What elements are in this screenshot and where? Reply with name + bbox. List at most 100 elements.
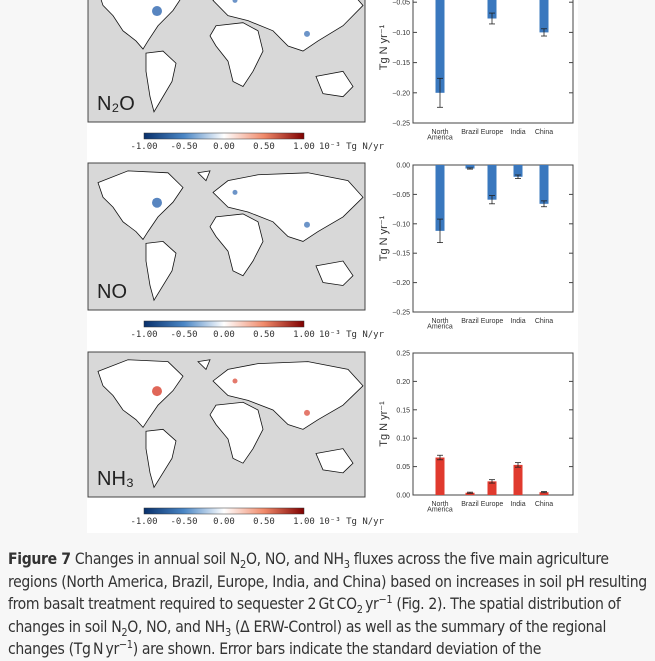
colorbar-tick: 0.50 xyxy=(253,517,275,527)
x-tick-label: America xyxy=(427,324,453,331)
panel-1: N₂O -1.00 -0.50 0.00 0.50 1.00 10⁻³ Tg N/yr0.0… xyxy=(87,0,574,152)
colorbar-tick: 0.00 xyxy=(213,142,235,152)
colorbar-unit: 10⁻³ Tg N/yr xyxy=(319,517,385,527)
flux-hotspot xyxy=(152,386,162,397)
y-tick-label: −0.05 xyxy=(392,0,410,7)
bar-europe xyxy=(487,481,497,495)
colorbar-unit: 10⁻³ Tg N/yr xyxy=(319,142,385,152)
y-tick-label: −0.25 xyxy=(392,310,410,317)
x-tick-label: India xyxy=(510,129,525,136)
bar-north-america xyxy=(435,0,445,93)
colorbar-tick: 1.00 xyxy=(293,517,315,527)
y-tick-label: −0.20 xyxy=(392,280,410,287)
colorbar-unit: 10⁻³ Tg N/yr xyxy=(319,330,385,340)
colorbar-tick: 0.00 xyxy=(213,517,235,527)
y-tick-label: 0.25 xyxy=(396,351,410,358)
x-tick-label: India xyxy=(510,318,525,325)
bar-chart: 0.00 −0.05 −0.10 −0.15 −0.20 −0.25 Tg N yr⁻¹ No… xyxy=(378,163,574,331)
x-tick-label: Europe xyxy=(481,501,504,508)
colorbar-tick: -0.50 xyxy=(170,330,197,340)
x-tick-label: India xyxy=(510,501,525,508)
x-tick-label: North xyxy=(431,318,448,325)
y-tick-label: −0.10 xyxy=(392,221,410,228)
bar-north-america xyxy=(435,165,445,231)
flux-hotspot xyxy=(152,6,162,17)
figure-label: Figure 7 xyxy=(8,550,71,568)
bar-brazil xyxy=(465,165,475,169)
bar-north-america xyxy=(435,457,445,495)
colorbar-tick: 1.00 xyxy=(293,142,315,152)
flux-hotspot xyxy=(304,409,310,416)
y-tick-label: 0.10 xyxy=(396,436,410,443)
y-tick-label: −0.25 xyxy=(392,121,410,128)
x-tick-label: Brazil xyxy=(461,129,479,136)
flux-hotspot xyxy=(152,197,162,208)
x-tick-label: Europe xyxy=(481,318,504,325)
flux-hotspot xyxy=(232,378,238,384)
bar-europe xyxy=(487,165,497,200)
panel-2: NO-1.00 -0.50 0.00 0.50 1.00 10⁻³ Tg N/yr0.00… xyxy=(87,162,574,340)
colorbar-tick: -0.50 xyxy=(170,517,197,527)
colorbar-tick: -1.00 xyxy=(130,517,157,527)
x-tick-label: America xyxy=(427,507,453,514)
y-tick-label: 0.00 xyxy=(396,163,410,170)
colorbar-tick: 0.00 xyxy=(213,330,235,340)
bar-brazil xyxy=(465,492,475,495)
y-tick-label: 0.05 xyxy=(396,464,410,471)
map-label: NH₃ xyxy=(97,468,134,490)
y-tick-label: −0.05 xyxy=(392,192,410,199)
bar-india xyxy=(513,165,523,177)
colorbar-gradient xyxy=(143,320,305,328)
y-tick-label: 0.00 xyxy=(396,493,410,500)
colorbar-tick: -1.00 xyxy=(130,330,157,340)
caption-text: Changes in annual soil N2O, NO, and NH3 … xyxy=(8,550,647,658)
plot-frame xyxy=(412,0,574,124)
colorbar-tick: 1.00 xyxy=(293,330,315,340)
x-tick-label: China xyxy=(535,501,553,508)
colorbar-tick: 0.50 xyxy=(253,330,275,340)
bar-chart: 0.00 0.05 0.10 0.15 0.20 0.25 Tg N yr⁻¹ NorthAm… xyxy=(378,351,574,514)
bar-china xyxy=(539,165,549,204)
map: N₂O xyxy=(87,0,366,123)
colorbar: -1.00 -0.50 0.00 0.50 1.00 10⁻³ Tg N/yr xyxy=(130,132,385,152)
colorbar-gradient xyxy=(143,132,305,140)
x-tick-label: Europe xyxy=(481,129,504,136)
y-tick-label: 0.15 xyxy=(396,407,410,414)
x-tick-label: Brazil xyxy=(461,501,479,508)
y-axis-label: Tg N yr⁻¹ xyxy=(378,401,390,447)
colorbar-gradient xyxy=(143,507,305,515)
y-tick-label: −0.15 xyxy=(392,251,410,258)
x-tick-label: China xyxy=(535,318,553,325)
y-tick-label: −0.20 xyxy=(392,90,410,97)
flux-hotspot xyxy=(304,30,310,37)
x-tick-label: North xyxy=(431,501,448,508)
colorbar-tick: 0.50 xyxy=(253,142,275,152)
bar-europe xyxy=(487,0,497,19)
x-tick-label: America xyxy=(427,135,453,142)
colorbar-tick: -1.00 xyxy=(130,142,157,152)
map: NO xyxy=(87,162,366,311)
panel-3: NH₃ -1.00 -0.50 0.00 0.50 1.00 10⁻³ Tg N/yr 0.0… xyxy=(87,351,574,527)
bar-china xyxy=(539,0,549,33)
y-tick-label: −0.15 xyxy=(392,60,410,67)
x-tick-label: Brazil xyxy=(461,318,479,325)
y-tick-label: −0.10 xyxy=(392,30,410,37)
map-label: NO xyxy=(97,281,127,303)
map: NH₃ xyxy=(87,351,366,498)
bar-india xyxy=(513,464,523,495)
x-tick-label: North xyxy=(431,129,448,136)
y-tick-label: 0.20 xyxy=(396,379,410,386)
y-axis-label: Tg N yr⁻¹ xyxy=(378,215,390,261)
colorbar: -1.00 -0.50 0.00 0.50 1.00 10⁻³ Tg N/yr xyxy=(130,320,385,340)
flux-hotspot xyxy=(232,189,238,195)
colorbar: -1.00 -0.50 0.00 0.50 1.00 10⁻³ Tg N/yr xyxy=(130,507,385,527)
colorbar-tick: -0.50 xyxy=(170,142,197,152)
flux-hotspot xyxy=(232,0,238,3)
figure-caption: Figure 7 Changes in annual soil N2O, NO,… xyxy=(8,548,648,661)
map-label: N₂O xyxy=(97,93,135,115)
flux-hotspot xyxy=(304,221,310,228)
bar-china xyxy=(539,492,549,495)
y-axis-label: Tg N yr⁻¹ xyxy=(378,24,390,70)
